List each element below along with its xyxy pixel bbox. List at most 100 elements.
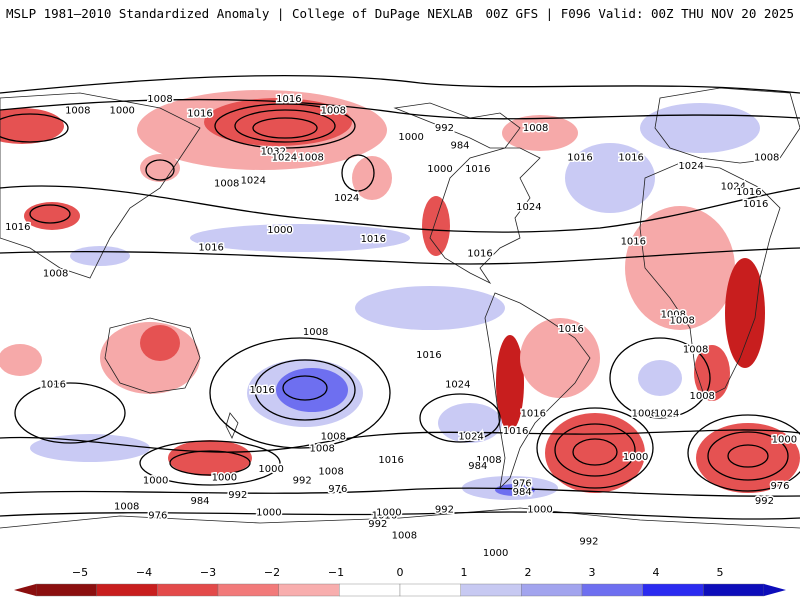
isobar-label: 1000 <box>143 475 168 486</box>
isobar-label: 1008 <box>309 443 334 454</box>
colorbar-max-arrow <box>764 584 786 596</box>
colorbar-svg: −5 −4 −3 −2 −1 0 1 2 3 4 5 <box>14 566 786 597</box>
colorbar-tick-label: −2 <box>264 566 280 579</box>
isobar-label: 992 <box>293 475 312 486</box>
isobar-label: 1016 <box>361 234 386 245</box>
colorbar-swatch <box>278 583 340 597</box>
south-america-outline <box>484 292 591 490</box>
isobar-label: 1016 <box>567 152 592 163</box>
isobar-label: 1008 <box>321 432 346 443</box>
isobar-label: 1008 <box>147 94 172 105</box>
colorbar-tick-label: 3 <box>589 566 596 579</box>
isobar-label: 984 <box>450 141 469 152</box>
colorbar-swatch <box>581 583 643 597</box>
negative-anomaly-shading <box>0 90 800 493</box>
isobar-1000-south-indian <box>687 414 800 492</box>
chart-title-left: MSLP 1981–2010 Standardized Anomaly | Co… <box>6 6 473 21</box>
isobar-label: 1000 <box>483 548 508 559</box>
anomaly-tropical-pacific <box>190 224 410 252</box>
colorbar-swatch <box>96 583 158 597</box>
anomaly-west-us <box>422 196 450 256</box>
anomaly-south-pacific-high-core <box>276 368 348 412</box>
anomaly-indian-ocean <box>0 344 42 376</box>
colorbar-swatch <box>703 583 765 597</box>
australia-outline <box>104 317 201 394</box>
colorbar-swatch <box>339 583 401 597</box>
anomaly-east-africa <box>725 258 765 368</box>
isobar-label: 992 <box>435 123 454 134</box>
isobar-label: 1016 <box>743 199 768 210</box>
isobar-1008-north <box>0 98 800 120</box>
anomaly-greenland <box>502 115 578 151</box>
isobar-label: 1016 <box>621 237 646 248</box>
isobar-label: 1008 <box>754 152 779 163</box>
isobar-label: 1024 <box>516 202 541 213</box>
isobar-label: 1008 <box>476 455 501 466</box>
isobar-label: 1000 <box>527 505 552 516</box>
isobar-label: 1000 <box>376 507 401 518</box>
isobar-label: 1008 <box>683 344 708 355</box>
isobar-984-southern-pacific <box>169 450 251 476</box>
isobar-label: 1024 <box>654 408 679 419</box>
isobar-label: 1016 <box>503 426 528 437</box>
isobar-label: 984 <box>190 496 209 507</box>
isobar-1024-subtropic <box>0 185 800 233</box>
isobar-label: 976 <box>328 484 347 495</box>
isobar-label: 1008 <box>669 315 694 326</box>
isobar-label: 1016 <box>198 243 223 254</box>
isobar-label: 1008 <box>661 310 686 321</box>
isobar-label: 992 <box>368 519 387 530</box>
colorbar-swatch <box>642 583 704 597</box>
isobar-992-circumpolar <box>0 487 800 497</box>
africa-outline <box>639 162 781 399</box>
isobar-label: 1024 <box>241 176 266 187</box>
isobar-label: 1016 <box>187 109 212 120</box>
isobar-label: 1032 <box>261 146 286 157</box>
isobar-label: 1016 <box>41 379 66 390</box>
isobar-992-aleutian <box>234 109 336 143</box>
anomaly-north-atlantic <box>565 143 655 213</box>
isobar-1024-south-pacific-high <box>254 359 356 421</box>
isobar-1016-arctic <box>0 74 800 94</box>
colorbar-swatch <box>35 583 97 597</box>
chart-title-right: 00Z GFS | F096 Valid: 00Z THU NOV 20 202… <box>485 6 794 21</box>
isobar-label: 1016 <box>736 187 761 198</box>
anomaly-madagascar-east <box>638 360 682 396</box>
isobar-label: 1016 <box>558 324 583 335</box>
anomaly-brazil <box>520 318 600 398</box>
isobar-label: 1000 <box>212 473 237 484</box>
isobar-1016-southeast-pacific <box>419 393 501 443</box>
isobar-label: 992 <box>228 490 247 501</box>
isobar-label: 992 <box>755 496 774 507</box>
anomaly-africa <box>625 206 735 330</box>
colorbar-swatch <box>460 583 522 597</box>
colorbar-tick-label: 5 <box>717 566 724 579</box>
isobar-label: 992 <box>579 537 598 548</box>
colorbar-swatches <box>35 583 765 597</box>
colorbar: −5 −4 −3 −2 −1 0 1 2 3 4 5 <box>0 562 800 600</box>
colorbar-swatch <box>157 583 219 597</box>
anomaly-japan <box>140 154 180 182</box>
new-zealand-outline <box>225 412 239 439</box>
colorbar-tick-label: −5 <box>72 566 88 579</box>
isobar-label: 1008 <box>632 408 657 419</box>
coastlines <box>0 87 800 529</box>
isobar-1016-south-pacific-high <box>209 337 391 449</box>
anomaly-south-africa <box>694 345 730 401</box>
isobar-984-south-indian <box>727 444 769 468</box>
isobar-label: 1008 <box>303 327 328 338</box>
isobar-label: 1000 <box>427 164 452 175</box>
isobar-label: 1016 <box>618 152 643 163</box>
isobar-label: 1024 <box>445 379 470 390</box>
colorbar-tick-label: −4 <box>136 566 152 579</box>
antarctica-outline <box>0 507 800 529</box>
colorbar-tick-label: 0 <box>397 566 404 579</box>
isobar-label: 1000 <box>623 452 648 463</box>
colorbar-tick-label: −3 <box>200 566 216 579</box>
isobar-label: 976 <box>148 510 167 521</box>
isobar-label: 1024 <box>334 193 359 204</box>
isobar-label: 1024 <box>272 152 297 163</box>
isobar-1008-southern <box>0 429 800 453</box>
